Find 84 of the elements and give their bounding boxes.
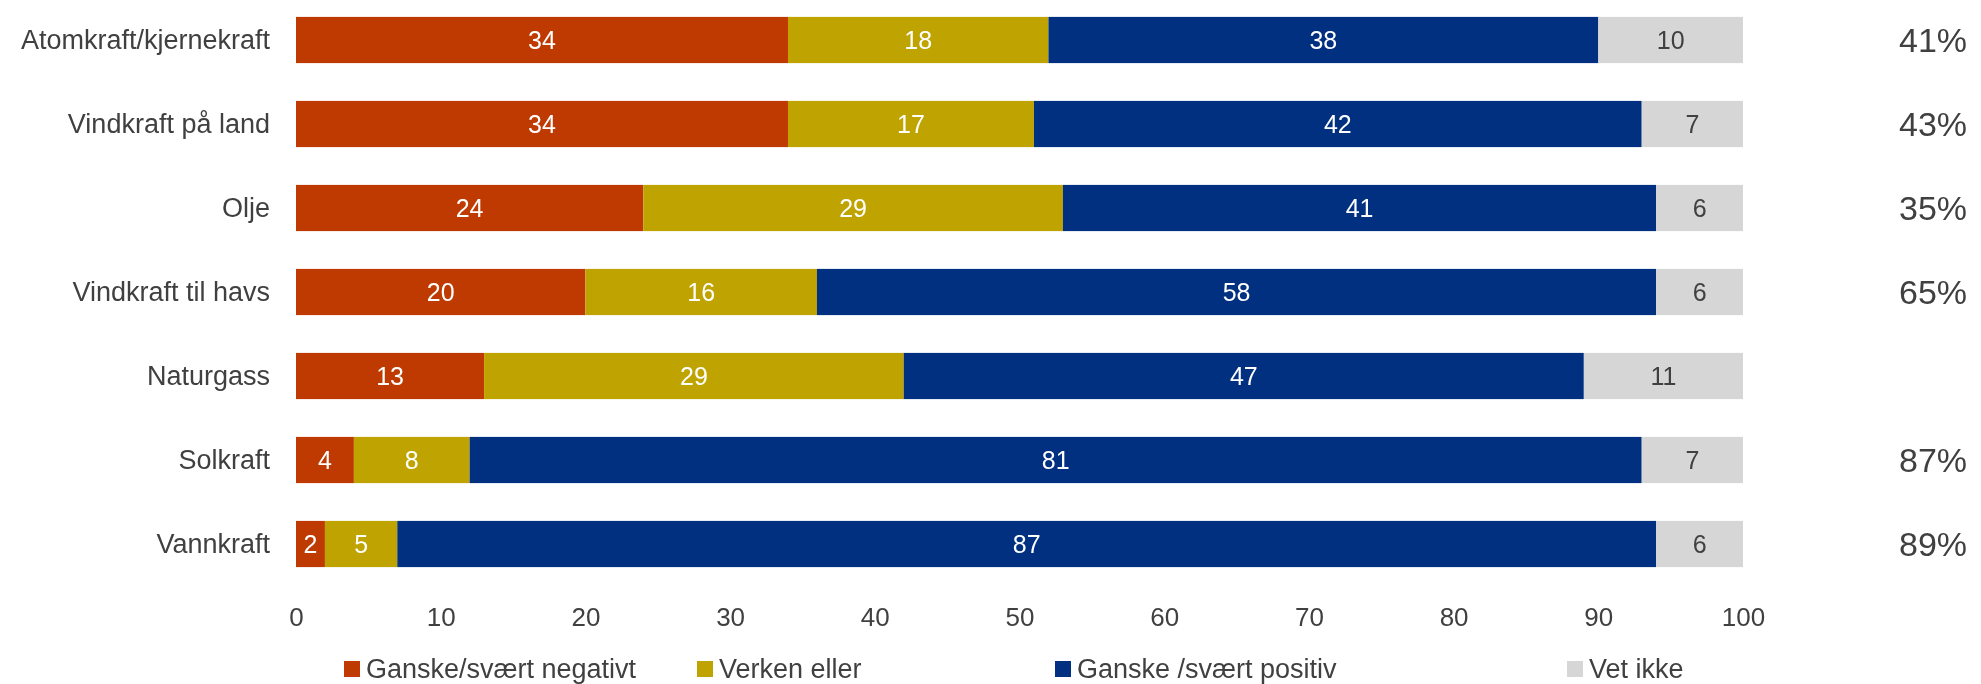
bar [787, 100, 1034, 148]
data-label: 24 [455, 194, 484, 222]
bar [296, 16, 788, 64]
bar [1033, 100, 1642, 148]
data-label: 7 [1685, 110, 1700, 138]
legend-label: Ganske /svært positiv [1077, 654, 1338, 684]
bar [353, 436, 470, 484]
x-tick-label: 50 [1005, 602, 1035, 633]
data-label: 18 [904, 26, 933, 54]
legend-label: Vet ikke [1589, 654, 1684, 684]
data-label: 2 [303, 530, 318, 558]
text: 87% [1898, 441, 1968, 479]
x-tick-label: 70 [1294, 602, 1324, 633]
bar [296, 520, 325, 568]
bar [1598, 16, 1743, 64]
bar [585, 268, 817, 316]
bar [1048, 16, 1599, 64]
bar [324, 520, 398, 568]
data-label: 17 [897, 110, 925, 138]
data-label: 81 [1041, 446, 1070, 474]
bar [1641, 100, 1743, 148]
data-label: 16 [687, 278, 716, 306]
data-label: 8 [404, 446, 419, 474]
bar [1641, 436, 1743, 484]
text: 35% [1898, 189, 1968, 227]
bar [296, 268, 586, 316]
bar [1656, 520, 1743, 568]
data-label: 38 [1309, 26, 1338, 54]
data-label: 6 [1692, 530, 1707, 558]
x-tick-label: 10 [426, 602, 456, 633]
bar [1656, 268, 1743, 316]
y-tick-label: Solkraft [178, 444, 271, 475]
bar [397, 520, 1657, 568]
data-label: 47 [1229, 362, 1258, 390]
data-label: 4 [317, 446, 332, 474]
data-label: 10 [1656, 26, 1685, 54]
data-label: 41 [1345, 194, 1374, 222]
y-tick-label: Vindkraft til havs [72, 276, 270, 307]
data-label: 13 [376, 362, 404, 390]
x-tick-label: 40 [860, 602, 890, 633]
bar [1656, 184, 1743, 232]
text: 41% [1898, 21, 1968, 59]
bar [484, 352, 904, 400]
x-tick-label: 80 [1439, 602, 1469, 633]
y-tick-label: Atomkraft/kjernekraft [20, 24, 271, 55]
bar [296, 352, 485, 400]
data-label: 5 [354, 530, 369, 558]
x-tick-label: 100 [1721, 602, 1766, 633]
data-label: 34 [528, 110, 556, 138]
y-tick-label: Olje [221, 192, 270, 223]
data-label: 11 [1650, 362, 1677, 390]
bar [787, 16, 1049, 64]
y-tick-label: Vindkraft på land [67, 108, 270, 139]
x-tick-label: 30 [716, 602, 746, 633]
data-label: 42 [1323, 110, 1352, 138]
y-tick-label: Vannkraft [156, 528, 271, 559]
x-tick-label: 20 [571, 602, 601, 633]
bar [1062, 184, 1657, 232]
text: 43% [1898, 105, 1968, 143]
bar [296, 100, 788, 148]
data-label: 20 [426, 278, 455, 306]
x-tick-label: 0 [289, 602, 304, 633]
data-label: 7 [1685, 446, 1700, 474]
bar [816, 268, 1657, 316]
bar [1583, 352, 1743, 400]
x-tick-label: 60 [1150, 602, 1180, 633]
bar [903, 352, 1584, 400]
data-label: 29 [839, 194, 867, 222]
text: 89% [1898, 525, 1968, 563]
text: 65% [1898, 273, 1968, 311]
bar [469, 436, 1642, 484]
data-label: 29 [680, 362, 708, 390]
x-tick-label: 90 [1584, 602, 1614, 633]
data-label: 6 [1692, 194, 1707, 222]
data-label: 58 [1222, 278, 1251, 306]
data-label: 34 [528, 26, 556, 54]
data-label: 87 [1012, 530, 1041, 558]
bar [296, 184, 644, 232]
bar [296, 436, 354, 484]
bar [643, 184, 1063, 232]
data-label: 6 [1692, 278, 1707, 306]
legend-label: Verken eller [719, 654, 862, 684]
y-tick-label: Naturgass [146, 360, 270, 391]
legend-label: Ganske/svært negativt [366, 654, 637, 684]
